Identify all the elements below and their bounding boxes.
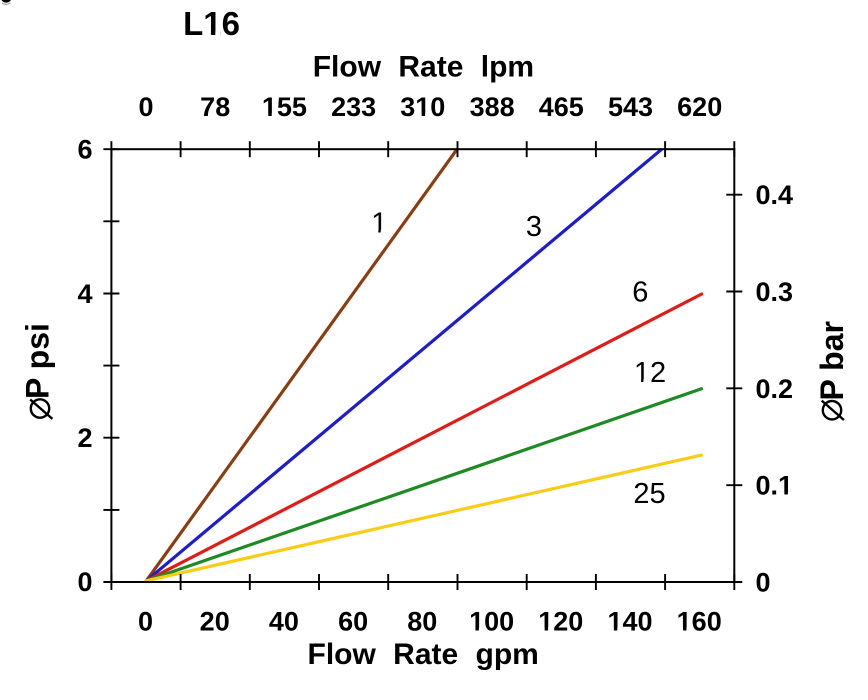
svg-text:0: 0 — [138, 607, 153, 637]
svg-text:543: 543 — [608, 92, 653, 122]
svg-text:4: 4 — [77, 279, 92, 309]
svg-text:140: 140 — [607, 607, 652, 637]
svg-text:78: 78 — [200, 92, 230, 122]
svg-text:0.3: 0.3 — [756, 277, 794, 307]
svg-text:Flow Rate lpm: Flow Rate lpm — [313, 51, 534, 84]
svg-text:20: 20 — [200, 607, 230, 637]
svg-text:233: 233 — [331, 92, 376, 122]
svg-text:155: 155 — [262, 92, 307, 122]
svg-text:0: 0 — [756, 567, 771, 597]
svg-text:465: 465 — [539, 92, 584, 122]
svg-text:0: 0 — [77, 567, 92, 597]
svg-text:0: 0 — [138, 92, 153, 122]
svg-text:388: 388 — [470, 92, 515, 122]
svg-text:L16: L16 — [183, 5, 240, 42]
svg-text:120: 120 — [538, 607, 583, 637]
svg-text:Flow Rate gpm: Flow Rate gpm — [308, 638, 539, 671]
svg-text:0.4: 0.4 — [756, 180, 794, 210]
svg-text:3: 3 — [526, 211, 542, 243]
svg-text:40: 40 — [269, 607, 299, 637]
svg-text:0.2: 0.2 — [756, 374, 794, 404]
svg-text:6: 6 — [77, 135, 92, 165]
svg-text:25: 25 — [633, 478, 665, 510]
svg-text:60: 60 — [338, 607, 368, 637]
svg-text:100: 100 — [469, 607, 514, 637]
svg-text:P psi: P psi — [20, 323, 56, 399]
svg-text:0.1: 0.1 — [756, 471, 794, 501]
svg-text:80: 80 — [407, 607, 437, 637]
svg-text:2: 2 — [77, 423, 92, 453]
svg-text:620: 620 — [677, 92, 722, 122]
svg-text:P bar: P bar — [814, 321, 850, 400]
svg-text:6: 6 — [632, 277, 648, 309]
svg-text:310: 310 — [400, 92, 445, 122]
svg-text:160: 160 — [677, 607, 722, 637]
